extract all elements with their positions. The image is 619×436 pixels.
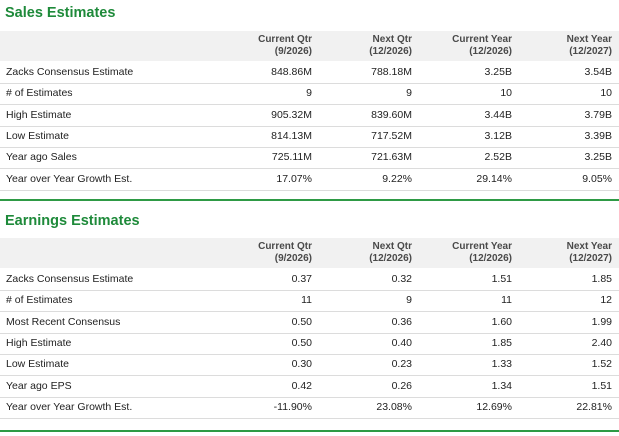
cell-value: -11.90% bbox=[273, 400, 312, 413]
cell-value: 12.69% bbox=[476, 400, 512, 413]
row-label: High Estimate bbox=[6, 108, 72, 121]
cell-value: 905.32M bbox=[271, 108, 312, 121]
cell-value: 3.79B bbox=[584, 108, 612, 121]
cell-value: 2.52B bbox=[484, 151, 512, 164]
cell-value: 3.12B bbox=[484, 129, 512, 142]
row-label: High Estimate bbox=[6, 336, 72, 349]
cell-value: 11 bbox=[301, 294, 312, 307]
cell-value: 0.37 bbox=[291, 273, 312, 285]
earnings-estimates-section: Earnings Estimates Current Qtr (9/2026) N… bbox=[0, 200, 619, 436]
table-row: Zacks Consensus Estimate 848.86M 788.18M 3.… bbox=[0, 62, 619, 84]
cell-value: 788.18M bbox=[371, 66, 412, 78]
cell-value: 0.26 bbox=[391, 379, 412, 392]
sales-estimates-section: Sales Estimates Current Qtr (9/2026) Next… bbox=[0, 0, 619, 201]
header-current-qtr: Current Qtr (9/2026) bbox=[258, 241, 312, 264]
cell-value: 9.05% bbox=[582, 172, 612, 185]
cell-value: 9.22% bbox=[382, 172, 412, 185]
row-label: Low Estimate bbox=[6, 358, 70, 371]
sales-header-row: Current Qtr (9/2026) Next Qtr (12/2026) Cu… bbox=[0, 31, 619, 61]
header-current-year: Current Year (12/2026) bbox=[452, 241, 512, 264]
cell-value: 1.85 bbox=[591, 273, 612, 285]
cell-value: 0.40 bbox=[391, 336, 412, 349]
cell-value: 11 bbox=[501, 294, 512, 307]
cell-value: 0.32 bbox=[391, 273, 412, 285]
table-row: High Estimate 0.50 0.40 1.85 2.40 bbox=[0, 333, 619, 355]
section-divider bbox=[0, 430, 619, 432]
table-row: Zacks Consensus Estimate 0.37 0.32 1.51 1.85 bbox=[0, 269, 619, 291]
cell-value: 9 bbox=[306, 87, 312, 100]
row-label: Low Estimate bbox=[6, 129, 70, 142]
header-next-year: Next Year (12/2027) bbox=[566, 241, 612, 264]
cell-value: 23.08% bbox=[376, 400, 412, 413]
cell-value: 17.07% bbox=[276, 172, 312, 185]
cell-value: 9 bbox=[406, 294, 412, 307]
cell-value: 725.11M bbox=[271, 151, 312, 164]
cell-value: 0.36 bbox=[391, 315, 412, 328]
table-row: # of Estimates 9 9 10 10 bbox=[0, 83, 619, 106]
cell-value: 9 bbox=[406, 87, 412, 100]
cell-value: 3.39B bbox=[584, 129, 612, 142]
table-row: Year over Year Growth Est. -11.90% 23.08% 1… bbox=[0, 397, 619, 419]
cell-value: 839.60M bbox=[371, 108, 412, 121]
cell-value: 1.60 bbox=[491, 315, 512, 328]
cell-value: 3.25B bbox=[584, 151, 612, 164]
table-row: Low Estimate 0.30 0.23 1.33 1.52 bbox=[0, 354, 619, 377]
cell-value: 12 bbox=[600, 294, 612, 307]
cell-value: 0.50 bbox=[291, 336, 312, 349]
table-row: High Estimate 905.32M 839.60M 3.44B 3.79B bbox=[0, 105, 619, 127]
cell-value: 10 bbox=[500, 87, 512, 100]
table-row: Year ago EPS 0.42 0.26 1.34 1.51 bbox=[0, 376, 619, 398]
cell-value: 1.52 bbox=[591, 358, 612, 371]
header-next-qtr: Next Qtr (12/2026) bbox=[369, 241, 412, 264]
cell-value: 717.52M bbox=[371, 129, 412, 142]
cell-value: 2.40 bbox=[591, 336, 612, 349]
header-next-qtr: Next Qtr (12/2026) bbox=[369, 34, 412, 57]
table-row: Year ago Sales 725.11M 721.63M 2.52B 3.25B bbox=[0, 147, 619, 170]
cell-value: 1.85 bbox=[491, 336, 512, 349]
cell-value: 29.14% bbox=[476, 172, 512, 185]
cell-value: 1.99 bbox=[591, 315, 612, 328]
row-label: Year over Year Growth Est. bbox=[6, 172, 133, 185]
table-row: Low Estimate 814.13M 717.52M 3.12B 3.39B bbox=[0, 126, 619, 148]
cell-value: 848.86M bbox=[271, 66, 312, 78]
cell-value: 814.13M bbox=[271, 129, 312, 142]
table-row: Most Recent Consensus 0.50 0.36 1.60 1.99 bbox=[0, 312, 619, 334]
cell-value: 0.42 bbox=[291, 379, 312, 392]
row-label: Zacks Consensus Estimate bbox=[6, 273, 134, 285]
cell-value: 0.30 bbox=[291, 358, 312, 371]
header-next-year: Next Year (12/2027) bbox=[566, 34, 612, 57]
earnings-estimates-title: Earnings Estimates bbox=[5, 213, 140, 229]
cell-value: 3.54B bbox=[584, 66, 612, 78]
row-label: Year over Year Growth Est. bbox=[6, 400, 133, 413]
header-current-qtr: Current Qtr (9/2026) bbox=[258, 34, 312, 57]
cell-value: 0.50 bbox=[291, 315, 312, 328]
cell-value: 721.63M bbox=[371, 151, 412, 164]
cell-value: 0.23 bbox=[391, 358, 412, 371]
cell-value: 1.51 bbox=[591, 379, 612, 392]
row-label: # of Estimates bbox=[6, 87, 73, 100]
row-label: # of Estimates bbox=[6, 294, 73, 307]
section-divider bbox=[0, 199, 619, 201]
cell-value: 1.34 bbox=[491, 379, 512, 392]
table-row: # of Estimates 11 9 11 12 bbox=[0, 290, 619, 313]
cell-value: 10 bbox=[600, 87, 612, 100]
cell-value: 1.51 bbox=[491, 273, 512, 285]
row-label: Year ago EPS bbox=[6, 379, 72, 392]
cell-value: 1.33 bbox=[491, 358, 512, 371]
sales-estimates-title: Sales Estimates bbox=[5, 5, 116, 21]
earnings-header-row: Current Qtr (9/2026) Next Qtr (12/2026) Cu… bbox=[0, 238, 619, 268]
row-label: Zacks Consensus Estimate bbox=[6, 66, 134, 78]
row-label: Most Recent Consensus bbox=[6, 315, 121, 328]
cell-value: 3.44B bbox=[484, 108, 512, 121]
row-label: Year ago Sales bbox=[6, 151, 77, 164]
table-row: Year over Year Growth Est. 17.07% 9.22% 29.… bbox=[0, 169, 619, 191]
cell-value: 22.81% bbox=[576, 400, 612, 413]
header-current-year: Current Year (12/2026) bbox=[452, 34, 512, 57]
cell-value: 3.25B bbox=[484, 66, 512, 78]
